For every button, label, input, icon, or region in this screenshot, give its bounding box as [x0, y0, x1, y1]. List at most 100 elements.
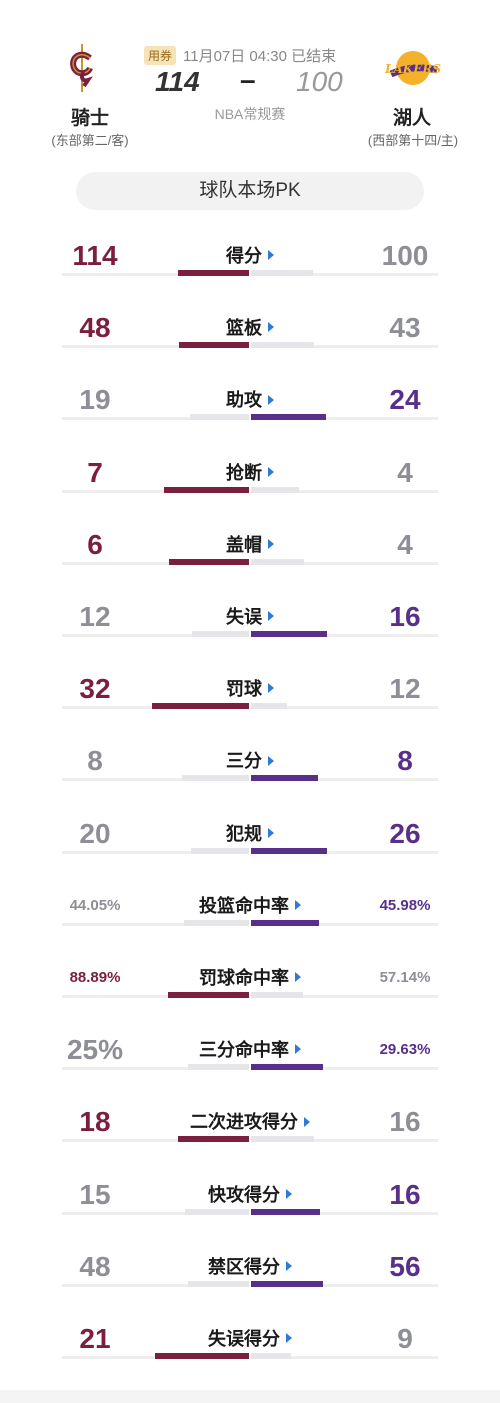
arrow-right-icon	[286, 1261, 292, 1272]
arrow-right-icon	[268, 683, 274, 694]
lakers-stat-bar	[250, 631, 327, 637]
stat-bar-divider	[249, 1353, 251, 1359]
lakers-stat-value: 56	[389, 1250, 421, 1282]
stat-label-text: 三分命中率	[199, 1040, 289, 1061]
arrow-right-icon	[295, 900, 301, 911]
stat-bar-divider	[249, 631, 251, 637]
stat-label[interactable]: 篮板	[150, 310, 350, 346]
arrow-right-icon	[268, 539, 274, 550]
cavs-stat-value: 7	[87, 456, 103, 488]
cavs-stat-bar	[178, 1136, 250, 1143]
cavs-stat-value: 19	[79, 384, 111, 416]
cavaliers-logo	[70, 44, 93, 92]
lakers-stat-bar	[250, 847, 327, 854]
cavs-stat-value: 15	[79, 1178, 111, 1210]
stat-row[interactable]: 114 得分 100	[0, 238, 500, 298]
stat-row[interactable]: 48 篮板 43	[0, 310, 500, 370]
stat-row[interactable]: 12 失误 16	[0, 599, 500, 659]
stat-row[interactable]: 19 助攻 24	[0, 382, 500, 442]
stat-bar-divider	[249, 1208, 251, 1215]
stat-label-text: 罚球命中率	[199, 968, 289, 988]
lakers-stat-value: 100	[381, 240, 429, 271]
stat-label[interactable]: 抢断	[150, 455, 350, 491]
lakers-stat-value: 45.98%	[379, 896, 431, 914]
stat-row[interactable]: 20 犯规 26	[0, 816, 500, 876]
stat-label[interactable]: 得分	[150, 238, 350, 274]
stat-label-text: 盖帽	[226, 534, 262, 555]
stat-bar-divider	[249, 414, 251, 421]
cavs-stat-value: 21	[79, 1323, 111, 1354]
cavs-stat-value: 12	[79, 601, 111, 632]
arrow-right-icon	[268, 394, 274, 405]
cavs-stat-bar	[168, 992, 250, 998]
stat-bar-divider	[249, 342, 251, 349]
cavs-stat-bar	[155, 1353, 250, 1359]
stat-row[interactable]: 48 禁区得分 56	[0, 1249, 500, 1309]
cavs-stat-value: 8	[87, 745, 103, 777]
cavs-stat-bar	[169, 558, 250, 565]
lakers-stat-bar	[250, 992, 303, 998]
stat-row[interactable]: 7 抢断 4	[0, 455, 500, 515]
lakers-stat-bar	[250, 703, 287, 710]
lakers-stat-value: 12	[389, 673, 421, 705]
lakers-stat-bar	[250, 558, 304, 565]
stat-label-text: 助攻	[226, 390, 262, 411]
stat-label[interactable]: 快攻得分	[150, 1177, 350, 1213]
arrow-right-icon	[286, 1188, 292, 1199]
cavs-stat-bar	[190, 414, 250, 421]
stat-label[interactable]: 三分	[150, 743, 350, 779]
stat-row[interactable]: 6 盖帽 4	[0, 527, 500, 587]
stat-label[interactable]: 罚球	[150, 671, 350, 707]
stat-row[interactable]: 21 失误得分 9	[0, 1321, 500, 1381]
arrow-right-icon	[268, 827, 274, 838]
stat-label[interactable]: 禁区得分	[150, 1249, 350, 1285]
stat-bar-divider	[249, 775, 251, 782]
stat-bar-divider	[249, 1280, 251, 1287]
cavs-stat-value: 48	[79, 1250, 111, 1282]
cavs-stat-bar	[191, 847, 250, 854]
cavs-stat-value: 20	[79, 817, 111, 849]
stat-label[interactable]: 犯规	[150, 816, 350, 852]
lakers-stat-bar	[250, 486, 299, 493]
stat-label[interactable]: 失误得分	[150, 1321, 350, 1357]
stat-row[interactable]: 15 快攻得分 16	[0, 1177, 500, 1237]
stat-label[interactable]: 三分命中率	[150, 1032, 350, 1068]
lakers-stat-value: 4	[397, 528, 413, 560]
cavs-stat-value: 48	[79, 312, 111, 344]
lakers-stat-bar	[250, 775, 318, 782]
stat-label[interactable]: 盖帽	[150, 527, 350, 563]
cavs-stat-bar	[164, 486, 250, 493]
arrow-right-icon	[268, 755, 274, 766]
stat-label[interactable]: 二次进攻得分	[150, 1104, 350, 1140]
stat-row[interactable]: 32 罚球 12	[0, 671, 500, 731]
cavs-stat-bar	[185, 1208, 250, 1215]
stat-row[interactable]: 8 三分 8	[0, 743, 500, 803]
stat-bar-divider	[249, 558, 251, 565]
stat-row[interactable]: 88.89% 罚球命中率 57.14%	[0, 960, 500, 1020]
cavs-stat-value: 25%	[66, 1034, 124, 1066]
arrow-right-icon	[295, 1044, 301, 1055]
stat-row[interactable]: 25% 三分命中率 29.63%	[0, 1032, 500, 1092]
stat-bar-divider	[249, 486, 251, 493]
stat-label[interactable]: 助攻	[150, 382, 350, 418]
lakers-stat-value: 4	[397, 456, 413, 488]
cavs-stat-value: 44.05%	[69, 896, 121, 914]
cavs-stat-bar	[178, 270, 250, 276]
score-dash: –	[240, 64, 256, 95]
stat-label[interactable]: 投篮命中率	[150, 888, 350, 924]
lakers-stat-bar	[250, 919, 319, 926]
cavs-stat-bar	[188, 1280, 250, 1287]
coupon-badge[interactable]: 用券	[144, 46, 177, 65]
stat-label[interactable]: 失误	[150, 599, 350, 635]
cavs-stat-bar	[188, 1064, 250, 1071]
lakers-stat-value: 29.63%	[379, 1041, 431, 1059]
away-team-name: 湖人	[392, 108, 431, 129]
match-header: LAKERS 骑士 (东部第二/客) 湖人 (西部第十四/主) 用券 11月07…	[0, 0, 500, 160]
stat-label-text: 失误	[226, 607, 262, 627]
arrow-right-icon	[268, 250, 274, 261]
stat-row[interactable]: 44.05% 投篮命中率 45.98%	[0, 888, 500, 948]
stat-label[interactable]: 罚球命中率	[150, 960, 350, 996]
lakers-stat-value: 57.14%	[379, 969, 431, 986]
stat-row[interactable]: 18 二次进攻得分 16	[0, 1104, 500, 1164]
away-team-rank: (西部第十四/主)	[367, 133, 459, 148]
